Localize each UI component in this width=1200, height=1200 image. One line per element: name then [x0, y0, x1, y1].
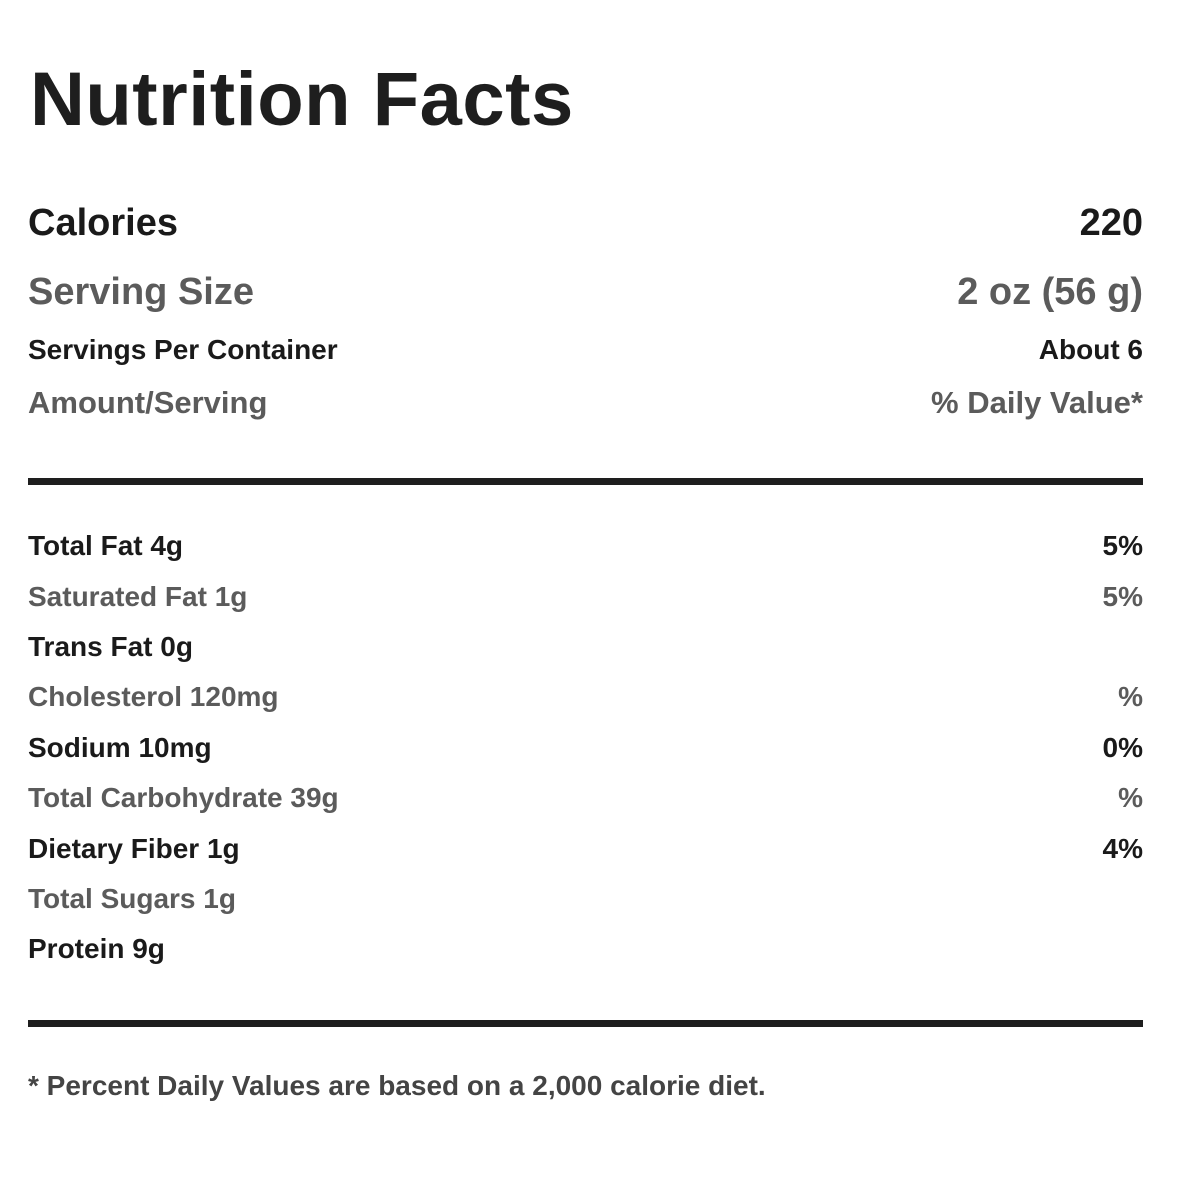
nutrient-name: Protein 9g — [28, 933, 165, 965]
nutrient-row: Total Fat 4g 5% — [28, 521, 1143, 571]
divider-top — [28, 478, 1143, 485]
nutrient-daily-value: 4% — [1102, 832, 1143, 864]
calories-label: Calories — [28, 202, 178, 244]
nutrient-row: Total Sugars 1g — [28, 874, 1143, 924]
nutrient-daily-value: 0% — [1102, 731, 1143, 763]
nutrient-row: Sodium 10mg 0% — [28, 723, 1143, 773]
serving-size-row: Serving Size 2 oz (56 g) — [28, 273, 1143, 311]
servings-per-container-value: About 6 — [1038, 334, 1143, 365]
calories-row: Calories 220 — [28, 204, 1143, 242]
nutrient-name: Cholesterol 120mg — [28, 681, 279, 713]
nutrient-row: Trans Fat 0g — [28, 622, 1143, 672]
servings-per-container-row: Servings Per Container About 6 — [28, 336, 1143, 364]
nutrient-name: Total Carbohydrate 39g — [28, 782, 339, 814]
servings-per-container-label: Servings Per Container — [28, 334, 338, 365]
calories-value: 220 — [1079, 202, 1143, 244]
serving-size-label: Serving Size — [28, 271, 254, 313]
nutrient-name: Dietary Fiber 1g — [28, 832, 240, 864]
amount-header-row: Amount/Serving % Daily Value* — [28, 387, 1143, 418]
nutrient-row: Cholesterol 120mg % — [28, 672, 1143, 722]
daily-value-label: % Daily Value* — [931, 385, 1143, 420]
nutrient-name: Saturated Fat 1g — [28, 580, 248, 612]
nutrient-daily-value: 5% — [1102, 580, 1143, 612]
nutrient-row: Total Carbohydrate 39g % — [28, 773, 1143, 823]
serving-size-value: 2 oz (56 g) — [957, 271, 1143, 313]
nutrient-daily-value: 5% — [1102, 530, 1143, 562]
page-title: Nutrition Facts — [30, 57, 574, 142]
nutrient-name: Total Sugars 1g — [28, 882, 236, 914]
footnote: * Percent Daily Values are based on a 2,… — [28, 1070, 766, 1101]
nutrient-name: Sodium 10mg — [28, 731, 212, 763]
nutrient-daily-value: % — [1118, 782, 1143, 814]
nutrient-name: Total Fat 4g — [28, 530, 184, 562]
nutrient-list: Total Fat 4g 5% Saturated Fat 1g 5% Tran… — [28, 521, 1143, 975]
divider-bottom — [28, 1020, 1143, 1027]
nutrient-row: Protein 9g — [28, 924, 1143, 974]
amount-per-serving-label: Amount/Serving — [28, 385, 268, 420]
nutrient-daily-value: % — [1118, 681, 1143, 713]
nutrient-name: Trans Fat 0g — [28, 630, 193, 662]
nutrient-row: Dietary Fiber 1g 4% — [28, 823, 1143, 873]
nutrient-row: Saturated Fat 1g 5% — [28, 571, 1143, 621]
